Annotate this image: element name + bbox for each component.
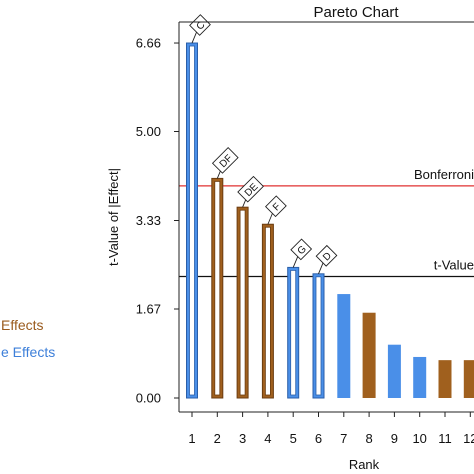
bar-label-tag-5: G — [290, 238, 313, 261]
bar-label-box-3 — [237, 175, 264, 203]
bar-label-tag-4: F — [265, 195, 287, 218]
y-tick-label-0: 0.00 — [136, 391, 161, 406]
bar-inner-4 — [264, 226, 271, 396]
legend-entry-1: e Effects — [1, 344, 55, 360]
bar-label-box-4 — [265, 195, 287, 218]
bar-8 — [362, 312, 376, 398]
x-tick-label-2: 2 — [214, 431, 221, 446]
bar-label-leader-4 — [267, 212, 274, 225]
bar-label-leader-1 — [191, 30, 198, 44]
x-ticks: 1 2 3 4 5 6 7 8 9 10 11 12 — [188, 412, 474, 446]
chart-title: Pareto Chart — [313, 4, 399, 21]
x-tick-label-6: 6 — [315, 431, 322, 446]
y-tick-label-2: 3.33 — [136, 213, 161, 228]
bars — [186, 42, 474, 399]
bar-label-leader-6 — [318, 261, 324, 274]
bar-11 — [438, 360, 452, 398]
bar-12 — [463, 360, 474, 398]
bar-label-box-6 — [315, 244, 338, 267]
y-ticks: 0.00 1.67 3.33 5.00 6.66 — [136, 36, 179, 406]
y-axis-label: t-Value of |Effect| — [106, 168, 121, 266]
bar-label-tag-6: D — [315, 244, 338, 267]
bar-inner-2 — [214, 181, 221, 396]
axes — [178, 21, 474, 413]
bar-7 — [337, 294, 351, 398]
x-tick-label-9: 9 — [391, 431, 398, 446]
bar-label-tag-2: DF — [211, 147, 239, 174]
bar-label-leader-5 — [292, 255, 299, 268]
x-tick-label-4: 4 — [264, 431, 271, 446]
x-axis-label: Rank — [349, 457, 380, 472]
x-tick-label-5: 5 — [290, 431, 297, 446]
bar-label-box-1 — [189, 14, 211, 36]
x-tick-label-10: 10 — [412, 431, 426, 446]
reference-line-label-0: Bonferroni — [414, 167, 474, 182]
bar-label-box-5 — [290, 238, 313, 261]
x-tick-label-3: 3 — [239, 431, 246, 446]
bar-10 — [413, 356, 427, 398]
x-tick-label-11: 11 — [438, 431, 452, 446]
bar-label-box-2 — [211, 147, 239, 174]
bar-label-tag-1: C — [189, 14, 211, 36]
bar-label-tag-3: DE — [237, 175, 264, 203]
reference-line-label-1: t-Value — [434, 257, 474, 272]
legend-entry-0: Effects — [1, 317, 44, 333]
x-tick-label-1: 1 — [188, 431, 195, 446]
x-tick-label-7: 7 — [340, 431, 347, 446]
reference-lines: Bonferroni t-Value — [179, 167, 474, 278]
bar-inner-6 — [315, 276, 322, 396]
x-tick-label-8: 8 — [365, 431, 372, 446]
bar-inner-5 — [290, 270, 297, 396]
bar-9 — [387, 344, 401, 398]
y-tick-label-1: 1.67 — [136, 301, 161, 316]
y-tick-label-4: 6.66 — [136, 36, 161, 51]
bar-inner-1 — [189, 45, 195, 396]
legend: Effects e Effects — [1, 317, 55, 360]
y-tick-label-3: 5.00 — [136, 124, 161, 139]
x-tick-label-12: 12 — [463, 431, 474, 446]
bar-inner-3 — [239, 209, 246, 396]
